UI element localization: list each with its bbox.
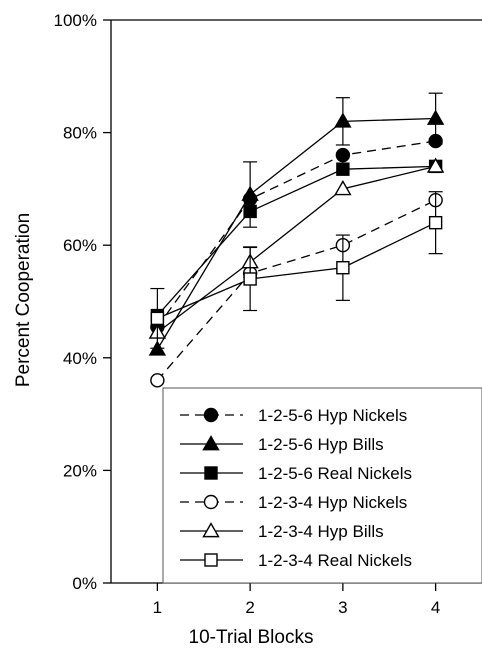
legend-label: 1-2-3-4 Hyp Nickels: [258, 493, 407, 512]
data-point: [426, 109, 445, 125]
series-line: [157, 222, 436, 319]
data-point: [336, 261, 350, 275]
data-point: [150, 373, 165, 388]
series-line: [156, 140, 436, 328]
legend-box: [162, 387, 482, 584]
x-tick-label: 3: [338, 598, 347, 617]
x-axis: 1 2 3 4: [153, 583, 440, 617]
series-line: [156, 165, 436, 317]
legend-marker: [202, 435, 220, 451]
data-point: [241, 185, 259, 201]
series-line: [156, 165, 436, 333]
legend-label: 1-2-3-4 Hyp Bills: [258, 522, 384, 541]
series-line: [156, 117, 436, 350]
series-layer: [148, 92, 445, 388]
data-point: [243, 204, 257, 219]
y-tick-label: 60%: [63, 236, 97, 255]
legend-item: 1-2-5-6 Real Nickels: [180, 464, 412, 483]
legend-marker: [204, 553, 218, 567]
legend-item: 1-2-3-4 Hyp Nickels: [180, 493, 407, 512]
legend-label: 1-2-5-6 Hyp Nickels: [258, 406, 407, 425]
legend-label: 1-2-3-4 Real Nickels: [258, 551, 412, 570]
x-axis-title: 10-Trial Blocks: [189, 627, 314, 648]
y-tick-label: 100%: [54, 11, 97, 30]
y-tick-label: 80%: [63, 124, 97, 143]
legend-item: 1-2-3-4 Real Nickels: [180, 551, 412, 570]
series-6: [150, 191, 443, 349]
series-line: [156, 199, 436, 381]
y-axis-title: Percent Cooperation: [13, 213, 34, 387]
series-5: [148, 157, 445, 339]
data-point: [150, 311, 165, 326]
y-tick-label: 40%: [63, 349, 97, 368]
x-tick-label: 4: [431, 598, 440, 617]
x-tick-label: 2: [245, 598, 254, 617]
legend-marker: [203, 494, 219, 510]
legend-label: 1-2-5-6 Hyp Bills: [258, 435, 384, 454]
data-point: [336, 162, 350, 176]
series-4: [150, 192, 443, 388]
y-tick-label: 20%: [63, 461, 97, 480]
data-point: [428, 215, 443, 230]
y-axis: 0% 20% 40% 60% 80% 100%: [54, 11, 111, 593]
legend-marker: [204, 466, 218, 480]
legend-marker: [203, 407, 219, 423]
data-point: [426, 157, 445, 173]
x-tick-label: 1: [153, 598, 162, 617]
series-2: [148, 92, 445, 356]
legend-item: 1-2-3-4 Hyp Bills: [180, 522, 384, 541]
data-point: [243, 272, 257, 286]
legend-marker: [202, 522, 220, 538]
legend: 1-2-5-6 Hyp Nickels 1-2-5-6 Hyp Bills 1-2-…: [162, 387, 482, 584]
y-tick-label: 0%: [72, 574, 97, 593]
data-point: [334, 112, 352, 128]
data-point: [334, 179, 352, 196]
data-point: [335, 147, 351, 163]
legend-item: 1-2-5-6 Hyp Bills: [180, 435, 384, 454]
legend-label: 1-2-5-6 Real Nickels: [258, 464, 412, 483]
legend-item: 1-2-5-6 Hyp Nickels: [180, 406, 407, 425]
